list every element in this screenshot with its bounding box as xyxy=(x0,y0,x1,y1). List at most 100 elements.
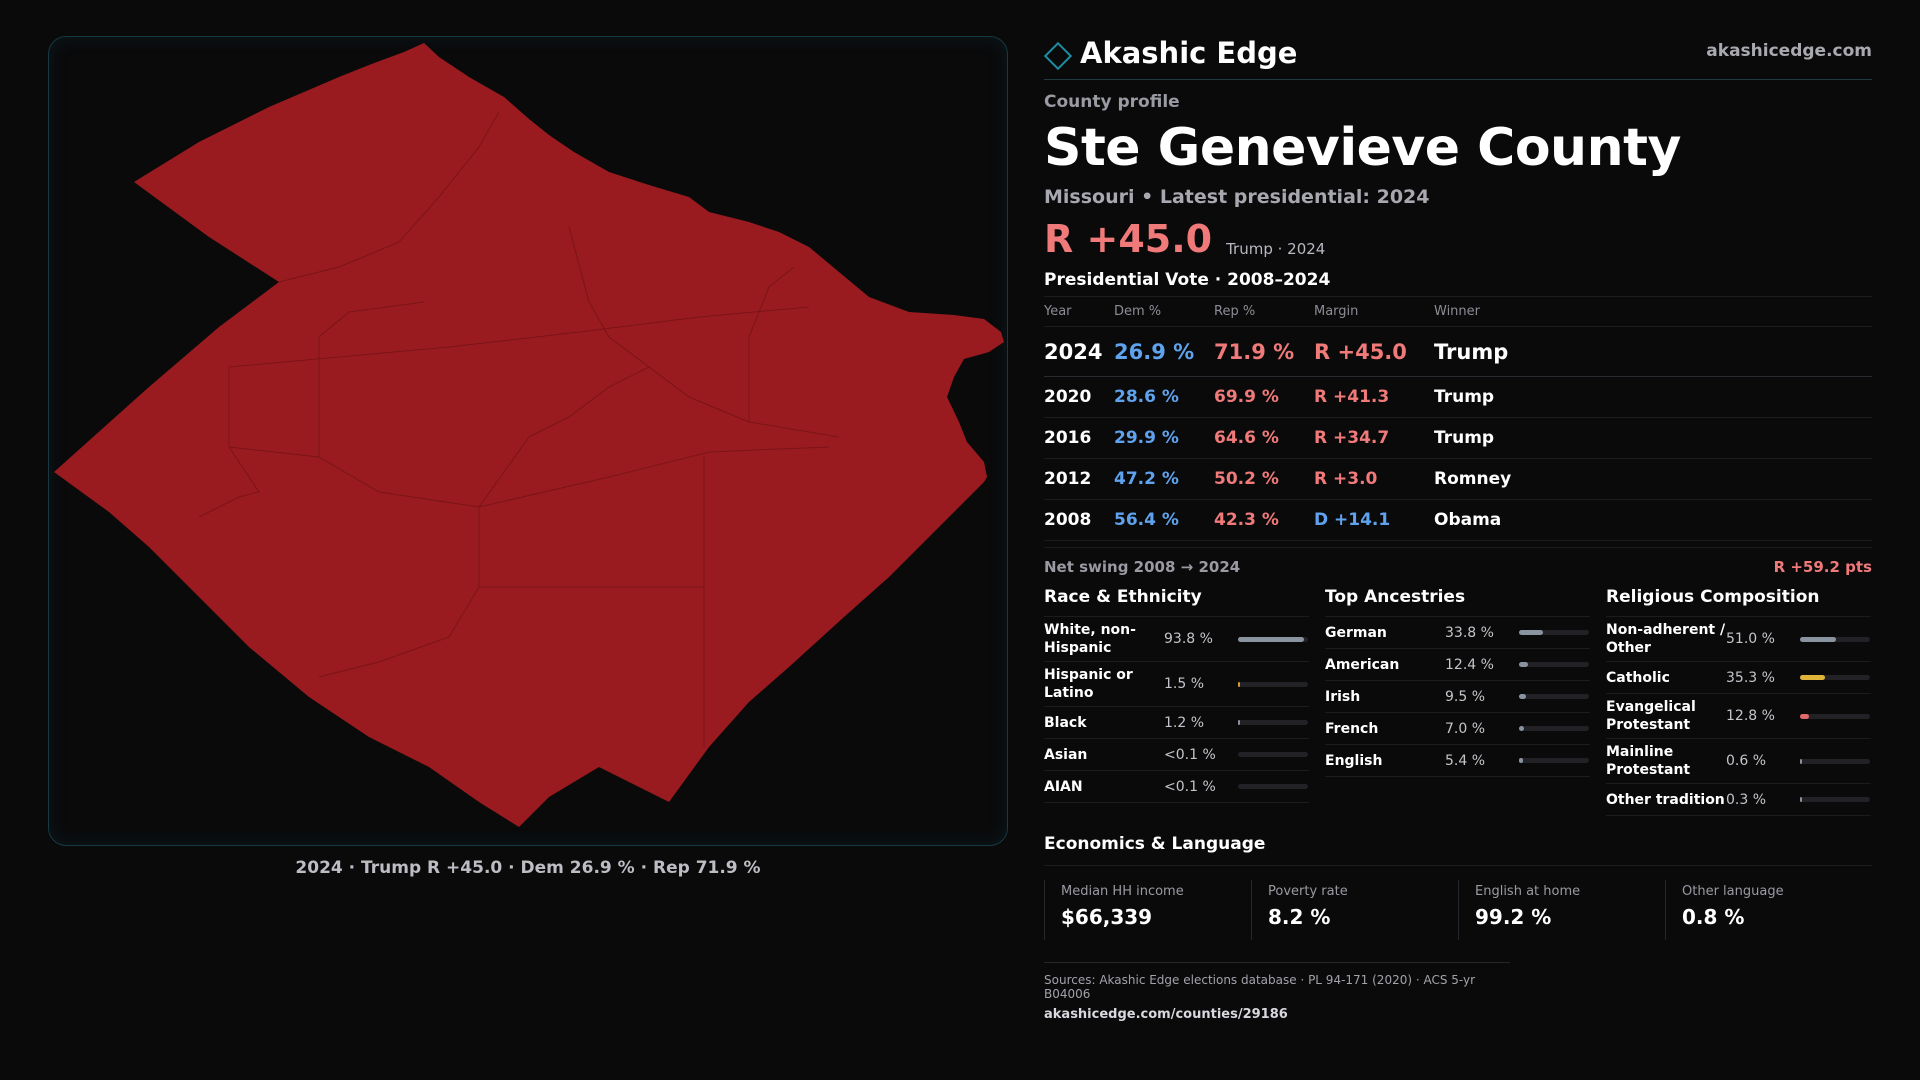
religion-row: Non-adherent / Other 51.0 % xyxy=(1606,617,1871,662)
race-label: Asian xyxy=(1044,746,1088,763)
vote-row-2024: 2024 26.9 % 71.9 % R +45.0 Trump xyxy=(1044,326,1872,377)
vote-table-header: Year Dem % Rep % Margin Winner xyxy=(1044,296,1872,327)
economics-title: Economics & Language xyxy=(1044,834,1872,866)
race-bar-fill xyxy=(1238,636,1304,642)
economics-label: Other language xyxy=(1682,884,1784,899)
brand-name: Akashic Edge xyxy=(1080,36,1298,70)
sources: Sources: Akashic Edge elections database… xyxy=(1044,962,1510,1022)
religion-label: Catholic xyxy=(1606,669,1670,686)
religion-bar xyxy=(1800,675,1870,680)
ancestry-title: Top Ancestries xyxy=(1325,587,1590,617)
race-value: <0.1 % xyxy=(1164,746,1216,763)
page-subtitle: Missouri • Latest presidential: 2024 xyxy=(1044,186,1430,208)
religion-bar-fill xyxy=(1800,636,1836,642)
header-dem: Dem % xyxy=(1114,296,1214,327)
ancestry-label: Irish xyxy=(1325,688,1361,705)
ancestry-value: 7.0 % xyxy=(1445,720,1486,737)
vote-margin: R +41.3 xyxy=(1314,376,1434,418)
ancestry-bar-fill xyxy=(1519,630,1543,635)
religion-value: 12.8 % xyxy=(1726,708,1775,724)
ancestry-row: Irish 9.5 % xyxy=(1325,681,1590,713)
ancestry-list: German 33.8 % American 12.4 % Irish 9.5 % Fren… xyxy=(1325,617,1590,777)
ancestry-bar xyxy=(1519,726,1589,731)
ancestry-label: French xyxy=(1325,720,1379,737)
religion-panel: Religious Composition Non-adherent / Oth… xyxy=(1606,587,1871,816)
race-bar xyxy=(1238,636,1308,642)
brand-header: Akashic Edge akashicedge.com xyxy=(1043,36,1872,80)
ancestry-row: French 7.0 % xyxy=(1325,713,1590,745)
economics-cell: Other language 0.8 % xyxy=(1665,880,1872,940)
ancestry-value: 33.8 % xyxy=(1445,624,1494,641)
header-year: Year xyxy=(1044,296,1114,327)
header-rep: Rep % xyxy=(1214,296,1314,327)
ancestry-value: 9.5 % xyxy=(1445,688,1486,705)
race-label: White, non-Hispanic xyxy=(1044,622,1136,656)
vote-year: 2024 xyxy=(1044,326,1114,377)
religion-label: Non-adherent / Other xyxy=(1606,622,1726,656)
ancestry-row: American 12.4 % xyxy=(1325,649,1590,681)
vote-row-2016: 2016 29.9 % 64.6 % R +34.7 Trump xyxy=(1044,417,1872,459)
religion-value: 51.0 % xyxy=(1726,631,1775,647)
race-label: AIAN xyxy=(1044,778,1083,795)
vote-rep: 71.9 % xyxy=(1214,326,1314,377)
ancestry-bar-fill xyxy=(1519,758,1523,763)
vote-year: 2012 xyxy=(1044,458,1114,500)
vote-year: 2016 xyxy=(1044,417,1114,459)
religion-row: Evangelical Protestant 12.8 % xyxy=(1606,694,1871,739)
race-bar xyxy=(1238,681,1308,687)
vote-table: Year Dem % Rep % Margin Winner 2024 26.9 … xyxy=(1044,296,1872,541)
diamond-icon xyxy=(1043,41,1073,71)
economics-cell: Median HH income $66,339 xyxy=(1044,880,1251,940)
race-value: 1.5 % xyxy=(1164,676,1205,692)
race-title: Race & Ethnicity xyxy=(1044,587,1309,617)
race-bar xyxy=(1238,784,1308,789)
margin-detail: Trump · 2024 xyxy=(1226,240,1326,258)
net-swing-label: Net swing 2008 → 2024 xyxy=(1044,558,1241,576)
race-row: AIAN <0.1 % xyxy=(1044,771,1309,803)
religion-value: 35.3 % xyxy=(1726,669,1775,686)
ancestry-label: American xyxy=(1325,656,1400,673)
race-value: 93.8 % xyxy=(1164,631,1213,647)
economics-cell: English at home 99.2 % xyxy=(1458,880,1665,940)
ancestry-bar xyxy=(1519,758,1589,763)
economics-value: 8.2 % xyxy=(1268,905,1331,929)
vote-winner: Trump xyxy=(1434,417,1872,459)
vote-dem: 26.9 % xyxy=(1114,326,1214,377)
ancestry-label: German xyxy=(1325,624,1387,641)
margin-summary: R +45.0 Trump · 2024 xyxy=(1044,218,1872,260)
ancestry-value: 5.4 % xyxy=(1445,752,1486,769)
ancestry-bar xyxy=(1519,694,1589,699)
vote-table-title: Presidential Vote · 2008–2024 xyxy=(1044,270,1331,290)
ancestry-bar-fill xyxy=(1519,694,1526,699)
religion-bar-fill xyxy=(1800,675,1825,680)
header-margin: Margin xyxy=(1314,296,1434,327)
county-map[interactable] xyxy=(48,36,1008,846)
net-swing-value: R +59.2 pts xyxy=(1773,558,1872,576)
ancestry-row: German 33.8 % xyxy=(1325,617,1590,649)
race-list: White, non-Hispanic 93.8 % Hispanic or Lat… xyxy=(1044,617,1309,803)
vote-margin: R +45.0 xyxy=(1314,326,1434,377)
economics-label: English at home xyxy=(1475,884,1581,899)
religion-label: Other tradition xyxy=(1606,791,1725,808)
race-row: Hispanic or Latino 1.5 % xyxy=(1044,662,1309,707)
brand-url-link[interactable]: akashicedge.com xyxy=(1706,41,1872,61)
ancestry-bar-fill xyxy=(1519,726,1524,731)
profile-panel: Akashic Edge akashicedge.com County prof… xyxy=(1043,36,1872,1022)
religion-row: Catholic 35.3 % xyxy=(1606,662,1871,694)
religion-row: Mainline Protestant 0.6 % xyxy=(1606,739,1871,784)
county-shape[interactable] xyxy=(54,43,1004,827)
race-bar xyxy=(1238,720,1308,725)
county-url-link[interactable]: akashicedge.com/counties/29186 xyxy=(1044,1007,1288,1022)
ancestry-label: English xyxy=(1325,752,1383,769)
vote-dem: 56.4 % xyxy=(1114,499,1214,541)
vote-margin: R +3.0 xyxy=(1314,458,1434,500)
religion-bar xyxy=(1800,797,1870,802)
race-panel: Race & Ethnicity White, non-Hispanic 93.8… xyxy=(1044,587,1309,816)
vote-margin: D +14.1 xyxy=(1314,499,1434,541)
economics-value: $66,339 xyxy=(1061,905,1153,929)
religion-bar xyxy=(1800,713,1870,719)
religion-bar-fill xyxy=(1800,758,1802,764)
vote-rep: 69.9 % xyxy=(1214,376,1314,418)
ancestry-bar-fill xyxy=(1519,662,1528,667)
race-label: Black xyxy=(1044,714,1087,731)
